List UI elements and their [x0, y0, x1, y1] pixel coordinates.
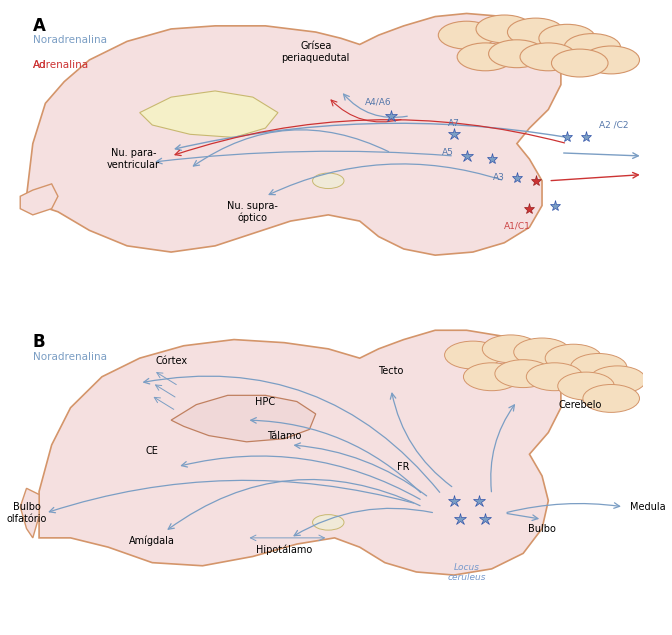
- Text: Adrenalina: Adrenalina: [33, 60, 89, 70]
- Text: Bulbo
olfatório: Bulbo olfatório: [6, 502, 46, 524]
- Text: Ad: Ad: [33, 60, 46, 70]
- Circle shape: [464, 363, 520, 391]
- Circle shape: [438, 21, 495, 49]
- Text: HPC: HPC: [255, 397, 276, 406]
- Circle shape: [445, 341, 501, 369]
- Circle shape: [583, 385, 640, 412]
- Text: Nu. supra-
óptico: Nu. supra- óptico: [227, 201, 278, 223]
- Circle shape: [482, 335, 539, 363]
- Circle shape: [526, 363, 583, 391]
- Polygon shape: [171, 396, 316, 442]
- Text: A7: A7: [448, 119, 460, 128]
- Text: Tecto: Tecto: [378, 366, 404, 376]
- Circle shape: [558, 372, 614, 400]
- Text: CE: CE: [146, 446, 159, 456]
- Text: Bulbo: Bulbo: [528, 524, 556, 533]
- Circle shape: [476, 15, 533, 43]
- Circle shape: [520, 43, 577, 70]
- Circle shape: [513, 338, 571, 366]
- Text: FR: FR: [397, 462, 410, 472]
- Circle shape: [457, 43, 513, 70]
- Text: A1/C1: A1/C1: [503, 221, 530, 230]
- Text: A4/A6: A4/A6: [366, 97, 392, 107]
- Polygon shape: [20, 184, 58, 215]
- Text: Cerebelo: Cerebelo: [558, 400, 601, 410]
- Text: Noradrenalina: Noradrenalina: [33, 35, 107, 45]
- Text: Noradrenalina: Noradrenalina: [33, 352, 107, 362]
- Text: A: A: [33, 17, 46, 34]
- Text: Medula: Medula: [630, 502, 666, 512]
- Polygon shape: [140, 91, 278, 137]
- Circle shape: [495, 359, 552, 387]
- Polygon shape: [26, 13, 561, 255]
- Circle shape: [545, 344, 601, 372]
- Circle shape: [489, 40, 545, 68]
- Circle shape: [312, 173, 344, 189]
- Text: Tálamo: Tálamo: [267, 431, 302, 441]
- Circle shape: [564, 34, 621, 62]
- Circle shape: [571, 354, 627, 382]
- Polygon shape: [39, 330, 561, 575]
- Text: A3: A3: [493, 173, 504, 182]
- Circle shape: [312, 514, 344, 530]
- Circle shape: [552, 49, 608, 77]
- Text: Amígdala: Amígdala: [129, 535, 175, 546]
- Text: Nu. para-
ventricular: Nu. para- ventricular: [107, 149, 160, 170]
- Text: B: B: [33, 333, 46, 351]
- Circle shape: [507, 18, 564, 46]
- Circle shape: [589, 366, 646, 394]
- Text: A2 /C2: A2 /C2: [599, 121, 628, 130]
- Text: A5: A5: [442, 149, 454, 157]
- Text: Hipotálamo: Hipotálamo: [256, 545, 312, 556]
- Circle shape: [583, 46, 640, 74]
- Text: Córtex: Córtex: [155, 356, 187, 366]
- Circle shape: [539, 24, 595, 52]
- Text: Grísea
periaquedutal: Grísea periaquedutal: [282, 41, 350, 63]
- Text: Locus
ceruleus: Locus ceruleus: [448, 563, 486, 582]
- Polygon shape: [20, 488, 39, 538]
